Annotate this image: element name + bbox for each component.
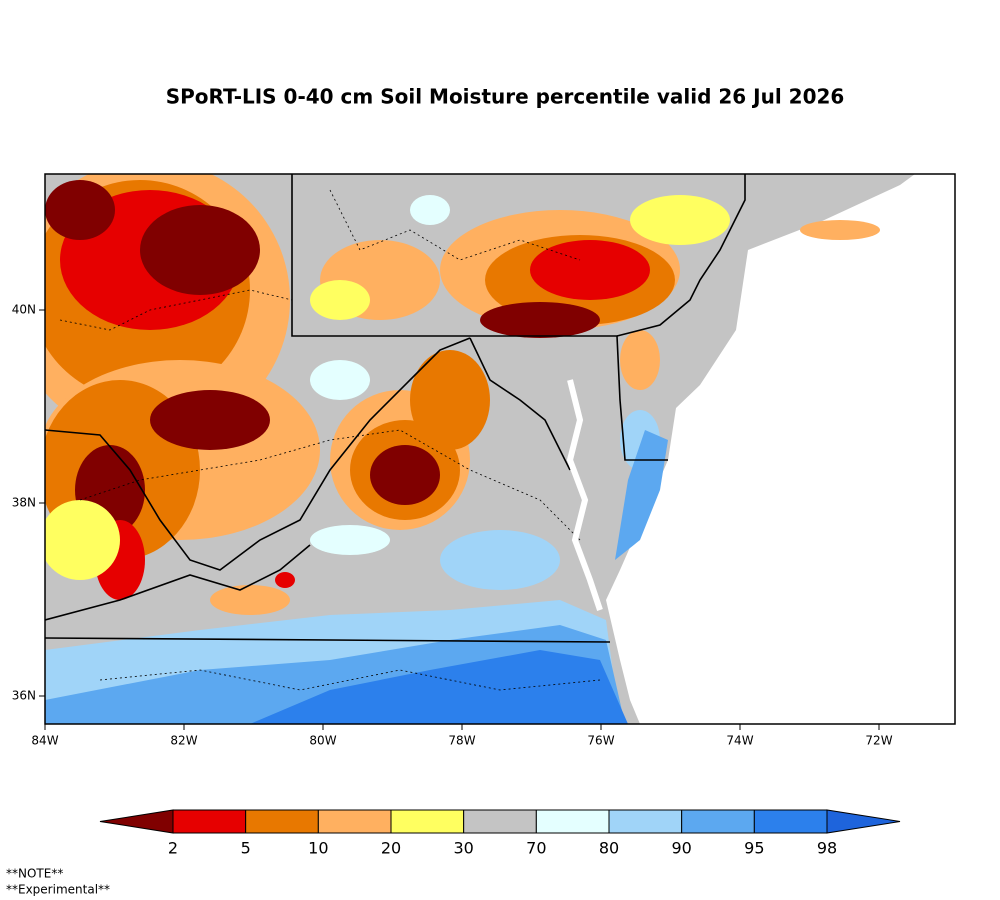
colorbar-label: 20 xyxy=(381,839,401,858)
moisture-area xyxy=(250,650,628,724)
moisture-area xyxy=(480,302,600,338)
lon-tick-label: 82W xyxy=(170,734,197,748)
map-frame xyxy=(44,173,956,725)
borders xyxy=(45,174,746,691)
state-border xyxy=(45,337,471,571)
moisture-area xyxy=(140,205,260,295)
state-border xyxy=(45,637,611,643)
state-border xyxy=(45,544,311,621)
map-area xyxy=(45,174,915,724)
county-lines xyxy=(59,289,293,331)
colorbar-box xyxy=(753,809,828,834)
colorbar-high xyxy=(826,809,901,834)
state-border xyxy=(469,337,571,471)
colorbar: 2 5 10 20 30 70 80 90 95 98 xyxy=(99,809,901,858)
lon-tick-label: 76W xyxy=(587,734,614,748)
colorbar-label: 80 xyxy=(599,839,619,858)
moisture-area xyxy=(530,240,650,300)
moisture-area xyxy=(45,500,120,580)
colorbar-box xyxy=(172,809,247,834)
lon-tick-label: 74W xyxy=(726,734,753,748)
lon-tick-label: 72W xyxy=(865,734,892,748)
moisture-area xyxy=(210,585,290,615)
state-border xyxy=(616,174,746,337)
axis-ticks: 84W 82W 80W 78W 76W 74W 72W 36N 38N 40N xyxy=(12,303,893,748)
lat-tick-label: 40N xyxy=(12,303,36,317)
colorbar-box xyxy=(463,809,537,834)
note: **Experimental** xyxy=(6,883,110,897)
colorbar-box xyxy=(245,809,319,834)
moisture-area xyxy=(310,360,370,400)
moisture-area xyxy=(620,330,660,390)
moisture-area xyxy=(370,445,440,505)
colorbar-label: 70 xyxy=(526,839,546,858)
moisture-area xyxy=(410,195,450,225)
colorbar-box xyxy=(317,809,392,834)
colorbar-label: 90 xyxy=(671,839,691,858)
lon-tick-label: 80W xyxy=(309,734,336,748)
colorbar-label: 30 xyxy=(453,839,473,858)
chesapeake-bay xyxy=(566,379,603,611)
colorbar-box xyxy=(390,809,465,834)
colorbar-low xyxy=(99,809,174,834)
lat-tick-label: 38N xyxy=(12,496,36,510)
lon-tick-label: 84W xyxy=(31,734,58,748)
moisture-area xyxy=(630,195,730,245)
note: **NOTE** xyxy=(6,867,63,881)
lat-tick-label: 36N xyxy=(12,689,36,703)
moisture-area xyxy=(310,525,390,555)
moisture-area xyxy=(45,180,115,240)
colorbar-box xyxy=(608,809,683,834)
colorbar-box xyxy=(535,809,610,834)
colorbar-box xyxy=(681,809,755,834)
colorbar-label: 95 xyxy=(744,839,764,858)
state-border xyxy=(291,174,668,461)
moisture-area xyxy=(310,280,370,320)
colorbar-label: 2 xyxy=(168,839,178,858)
colorbar-label: 10 xyxy=(308,839,328,858)
moisture-area xyxy=(150,390,270,450)
moisture-area xyxy=(440,530,560,590)
lon-tick-label: 78W xyxy=(448,734,475,748)
moisture-area xyxy=(800,220,880,240)
moisture-area xyxy=(410,350,490,450)
moisture-area xyxy=(275,572,295,588)
map-title: SPoRT-LIS 0-40 cm Soil Moisture percenti… xyxy=(166,85,845,109)
colorbar-label: 5 xyxy=(241,839,251,858)
county-lines xyxy=(329,189,581,261)
moisture-area xyxy=(615,430,668,560)
colorbar-label: 98 xyxy=(817,839,837,858)
